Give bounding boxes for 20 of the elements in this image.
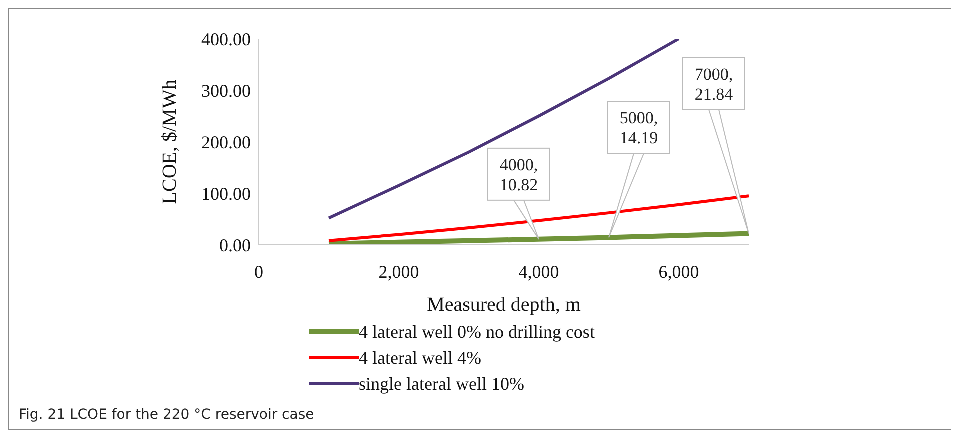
annotation: 7000, 21.84 (694, 64, 734, 104)
y-tick-label: 400.00 (202, 29, 251, 50)
line-series (328, 194, 749, 242)
y-tick-label: 0.00 (220, 235, 251, 256)
y-axis-title: LCOE, $/MWh (159, 80, 182, 204)
x-tick-label: 6,000 (658, 262, 700, 282)
x-tick-label: 0 (254, 262, 264, 282)
y-tick-label: 200.00 (202, 132, 251, 152)
caption: Fig. 21 LCOE for the 220 °C reservoir case (19, 407, 314, 423)
line-series (328, 39, 680, 220)
legend-label: single lateral well 10% (359, 374, 524, 394)
y-tick-label: 300.00 (202, 80, 251, 101)
legend-label: 4 lateral well 0% no drilling cost (359, 322, 595, 342)
x-tick-label: 2,000 (378, 262, 420, 282)
x-tick-label: 4,000 (518, 262, 560, 282)
annotation: 5000, 14.19 (620, 108, 658, 148)
annotation: 4000, 10.82 (500, 155, 538, 194)
x-axis-title: Measured depth, m (427, 294, 582, 316)
legend-label: 4 lateral well 4% (359, 348, 482, 368)
y-tick-label: 100.00 (202, 184, 251, 204)
